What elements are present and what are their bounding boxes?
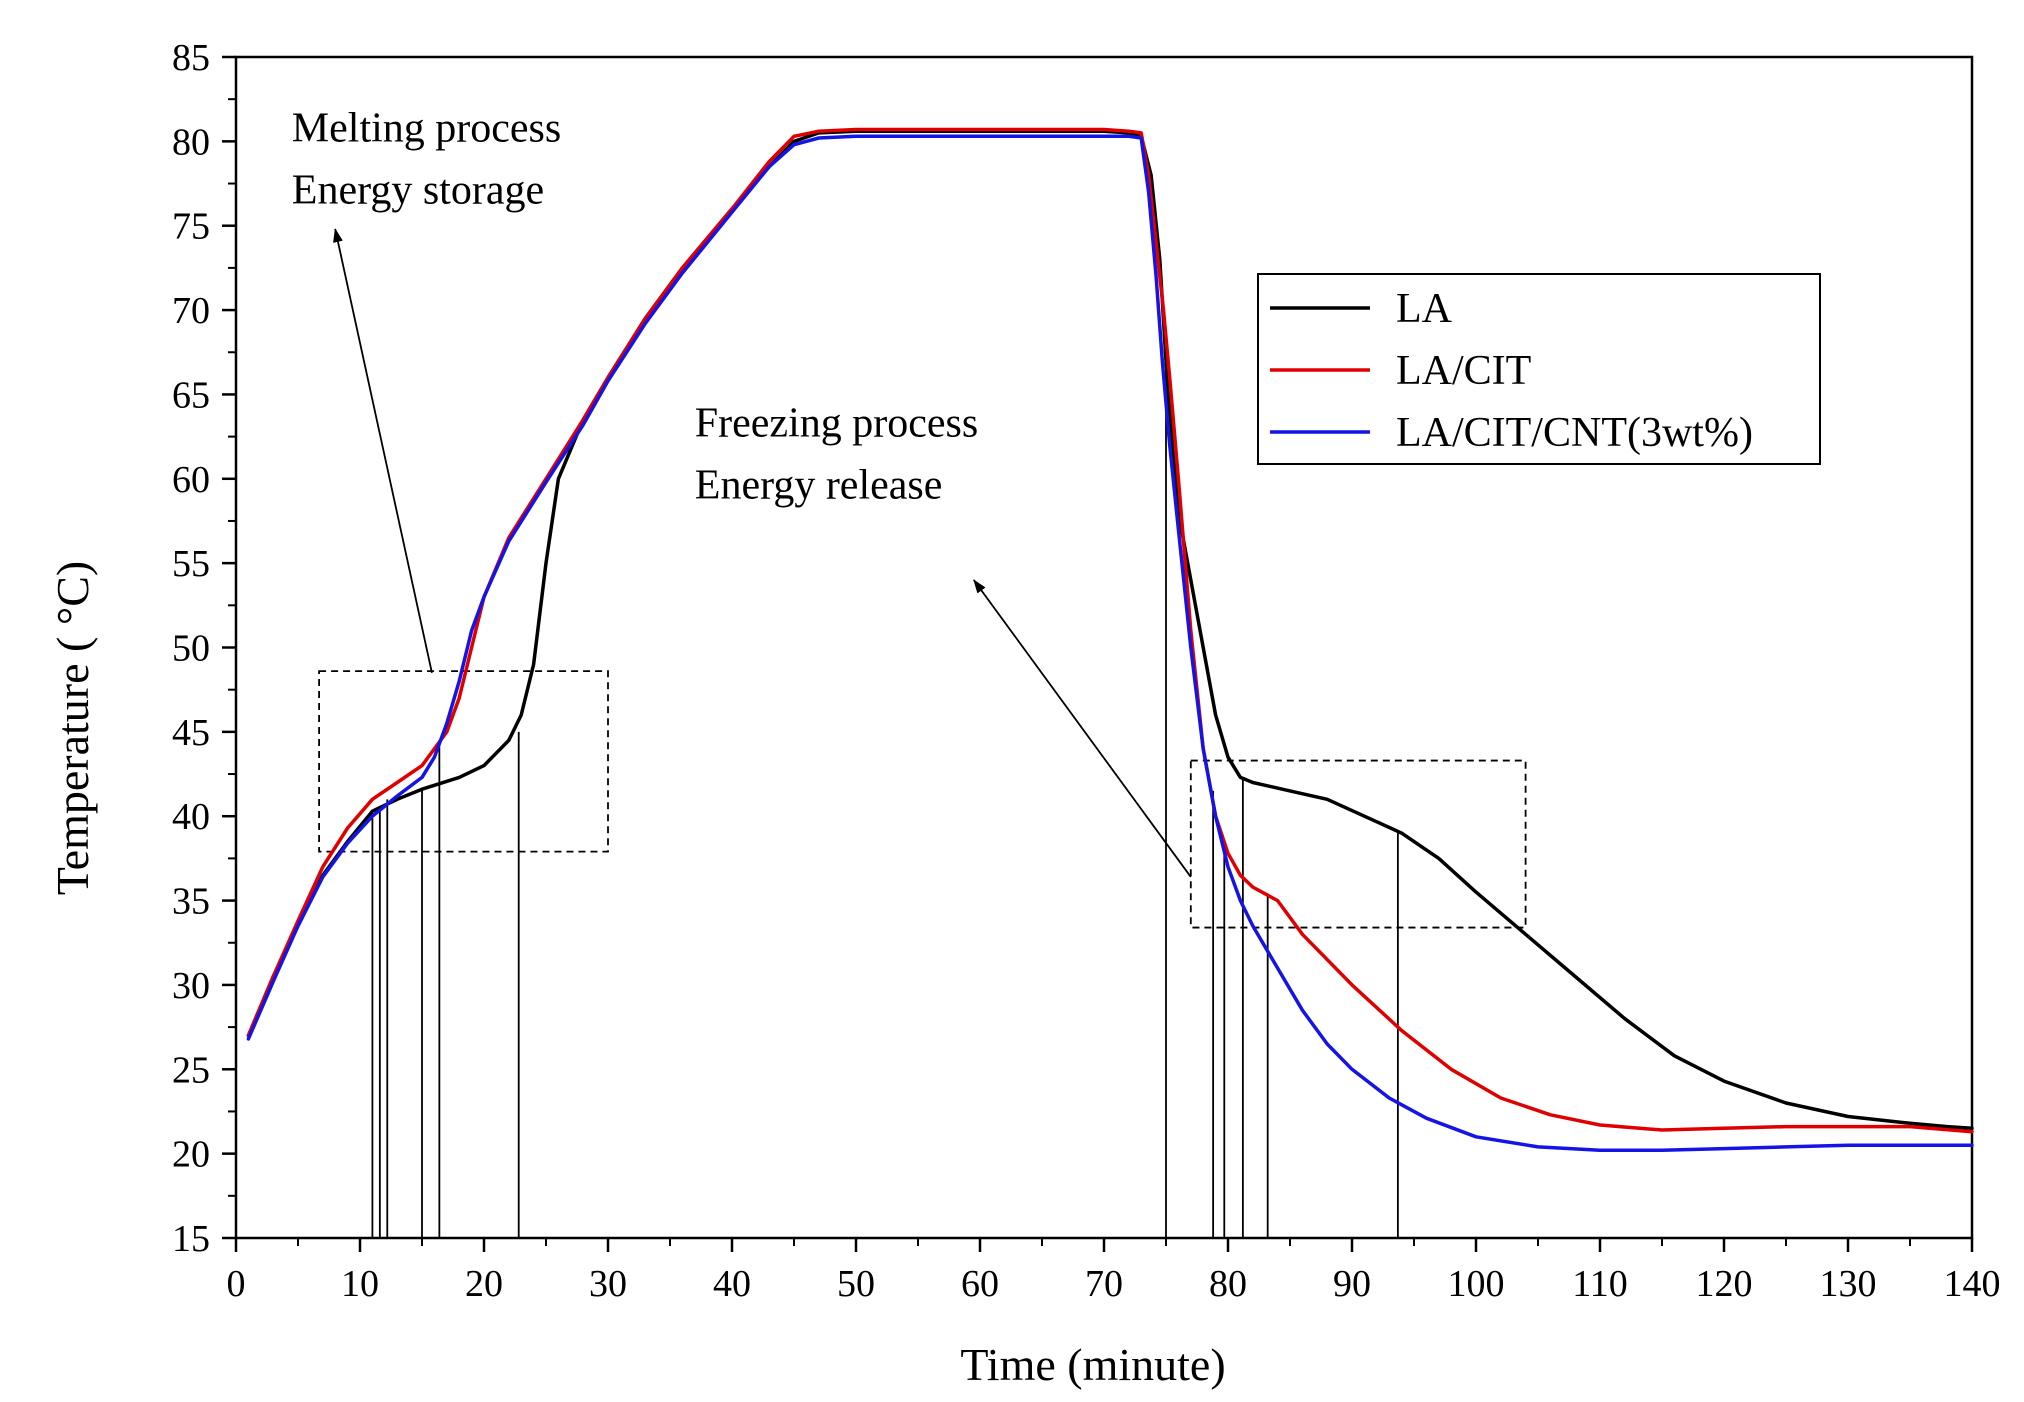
- y-tick-label: 60: [172, 459, 210, 501]
- annotation-text-0-0: Melting process: [292, 105, 561, 151]
- legend-label-2: LA/CIT/CNT(3wt%): [1396, 410, 1753, 456]
- annotation-text-1-0: Freezing process: [695, 401, 978, 447]
- annotation-text-0-1: Energy storage: [292, 167, 544, 213]
- annotation-arrow: [333, 228, 433, 673]
- annotations: Melting process Energy storage Freezing pr…: [292, 105, 1192, 878]
- y-tick-label: 30: [172, 965, 210, 1007]
- x-tick-label: 70: [1085, 1263, 1123, 1305]
- y-tick-label: 85: [172, 37, 210, 79]
- x-tick-label: 90: [1333, 1263, 1371, 1305]
- annotation-arrow: [973, 579, 1192, 878]
- marker-lines: [371, 360, 1399, 1238]
- x-tick-label: 130: [1820, 1263, 1877, 1305]
- y-axis-ticks: 15 20 25 30 35 40 45 50 55 60 65 70 75 80 85: [172, 37, 236, 1260]
- x-tick-label: 30: [589, 1263, 627, 1305]
- dashed-boxes: [318, 670, 1527, 929]
- x-tick-label: 110: [1572, 1263, 1628, 1305]
- y-tick-label: 25: [172, 1049, 210, 1091]
- y-tick-label: 80: [172, 121, 210, 163]
- y-tick-label: 15: [172, 1218, 210, 1260]
- y-axis-label: Temperature ( °C): [47, 561, 98, 895]
- plot-frame: [234, 55, 1974, 1240]
- x-tick-label: 40: [713, 1263, 751, 1305]
- dashed-highlight-box: [318, 670, 609, 853]
- y-tick-label: 35: [172, 881, 210, 923]
- x-tick-label: 100: [1448, 1263, 1505, 1305]
- y-tick-label: 20: [172, 1134, 210, 1176]
- plot-border: [234, 55, 1974, 1240]
- y-tick-label: 75: [172, 206, 210, 248]
- y-tick-label: 45: [172, 712, 210, 754]
- series-line-2: [246, 134, 1974, 1153]
- x-tick-label: 140: [1944, 1263, 2001, 1305]
- series-lines: [246, 127, 1974, 1153]
- series-line-1: [246, 127, 1974, 1134]
- x-tick-label: 60: [961, 1263, 999, 1305]
- x-axis-ticks: 0 10 20 30 40 50 60 70 80 90 100 110 120 130 140: [227, 1238, 2001, 1305]
- y-tick-label: 70: [172, 290, 210, 332]
- x-tick-label: 80: [1209, 1263, 1247, 1305]
- x-tick-label: 0: [227, 1263, 246, 1305]
- x-tick-label: 50: [837, 1263, 875, 1305]
- x-axis-label: Time (minute): [960, 1339, 1225, 1390]
- y-tick-label: 55: [172, 543, 210, 585]
- y-tick-label: 50: [172, 628, 210, 670]
- x-tick-label: 20: [465, 1263, 503, 1305]
- x-tick-label: 120: [1696, 1263, 1753, 1305]
- y-tick-label: 40: [172, 796, 210, 838]
- legend: LA LA/CIT LA/CIT/CNT(3wt%): [1257, 273, 1821, 465]
- annotation-text-1-1: Energy release: [695, 463, 943, 509]
- legend-label-1: LA/CIT: [1396, 348, 1531, 394]
- x-tick-label: 10: [341, 1263, 379, 1305]
- y-tick-label: 65: [172, 374, 210, 416]
- legend-label-0: LA: [1396, 286, 1453, 332]
